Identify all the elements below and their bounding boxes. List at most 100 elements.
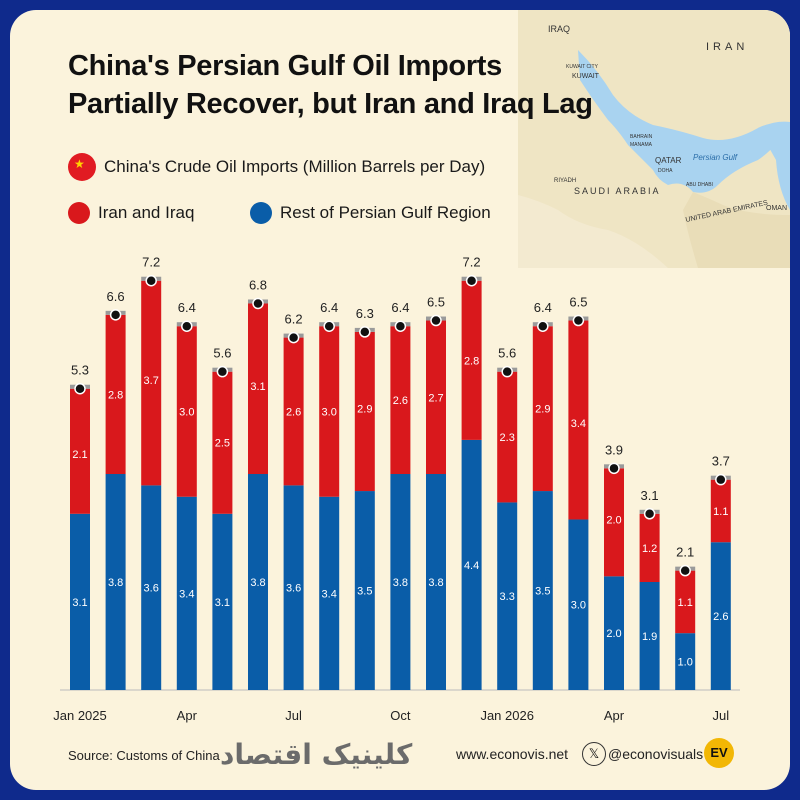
bar-total-marker-1 [109, 309, 122, 321]
bar-total-label-18: 3.7 [712, 454, 730, 469]
map-label-saudi-arabia: SAUDI ARABIA [574, 186, 661, 196]
bar-rest-gulf-label-1: 3.8 [108, 577, 123, 589]
bar-rest-gulf-label-5: 3.8 [250, 577, 265, 589]
bar-rest-gulf-label-4: 3.1 [215, 597, 230, 609]
bar-rest-gulf-8 [354, 491, 375, 690]
bar-iran-iraq-1 [105, 314, 126, 474]
map-label-qatar: QATAR [655, 156, 682, 165]
x-tick-label-12: Jan 2026 [480, 708, 534, 723]
bar-iran-iraq-label-4: 2.5 [215, 438, 230, 450]
bar-total-label-6: 6.2 [285, 312, 303, 327]
china-flag-icon: ★ [68, 153, 96, 181]
x-tick-label-6: Jul [285, 708, 302, 723]
map-label-bahrain: BAHRAIN [630, 134, 653, 140]
bar-iran-iraq-12 [497, 371, 518, 503]
social-handle[interactable]: @econovisuals [608, 746, 704, 762]
bar-iran-iraq-17 [675, 570, 696, 634]
bar-total-marker-4 [216, 365, 229, 378]
bar-iran-iraq-label-0: 2.1 [72, 449, 87, 461]
map-label-persian-gulf: Persian Gulf [693, 153, 738, 162]
bar-total-marker-15 [608, 462, 620, 475]
x-tick-label-15: Apr [604, 708, 625, 723]
persian-gulf-map: IRAQ IRAN KUWAIT KUWAIT CITY BAHRAIN MAN… [518, 10, 790, 268]
bar-iran-iraq-14 [568, 320, 589, 520]
bar-rest-gulf-label-7: 3.4 [322, 588, 337, 600]
bar-total-label-5: 6.8 [249, 277, 267, 292]
bar-iran-iraq-label-18: 1.1 [713, 506, 728, 518]
bar-iran-iraq-5 [248, 303, 268, 474]
ev-logo: EV [704, 738, 734, 768]
x-tick-label-0: Jan 2025 [53, 708, 107, 723]
bar-iran-iraq-16 [639, 513, 660, 582]
bar-total-label-10: 6.5 [427, 295, 445, 310]
bar-rest-gulf-label-12: 3.3 [500, 591, 515, 603]
stacked-bar-chart: 5.3 3.1 2.1 Jan 2025 6.6 3.8 2.8 7.2 3.6 3.7 6.4 3.… [53, 255, 740, 723]
bar-total-marker-2 [145, 274, 157, 287]
bar-rest-gulf-1 [105, 474, 126, 690]
bar-rest-gulf-label-15: 2.0 [606, 628, 621, 640]
bar-rest-gulf-label-18: 2.6 [713, 611, 728, 623]
bar-iran-iraq-label-3: 3.0 [179, 406, 194, 418]
subtitle-text: China's Crude Oil Imports (Million Barre… [104, 157, 486, 176]
bar-rest-gulf-3 [176, 496, 197, 690]
map-label-abu-dhabi: ABU DHABI [686, 182, 713, 188]
bar-total-label-3: 6.4 [178, 300, 196, 315]
bar-iran-iraq-8 [354, 331, 375, 492]
bar-total-marker-12 [501, 365, 513, 378]
bar-total-marker-18 [715, 473, 727, 486]
bar-rest-gulf-14 [568, 519, 589, 690]
bar-rest-gulf-17 [675, 633, 696, 690]
bar-iran-iraq-label-15: 2.0 [606, 514, 621, 526]
bar-iran-iraq-label-16: 1.2 [642, 543, 657, 555]
bar-iran-iraq-label-13: 2.9 [535, 404, 550, 416]
bar-rest-gulf-5 [248, 474, 268, 690]
bar-iran-iraq-label-5: 3.1 [250, 381, 265, 393]
bar-iran-iraq-label-11: 2.8 [464, 355, 479, 367]
legend-label-iran-iraq: Iran and Iraq [98, 203, 195, 222]
bar-total-label-15: 3.9 [605, 442, 623, 457]
bar-rest-gulf-6 [283, 485, 304, 690]
bar-iran-iraq-label-2: 3.7 [144, 375, 159, 387]
bar-total-marker-14 [572, 314, 585, 327]
bar-iran-iraq-3 [176, 326, 197, 497]
bar-total-label-14: 6.5 [569, 295, 587, 310]
bar-rest-gulf-12 [497, 502, 518, 690]
bar-iran-iraq-label-10: 2.7 [428, 392, 443, 404]
watermark-text: کلینیک اقتصاد [220, 738, 413, 771]
bar-total-marker-16 [643, 508, 656, 520]
bar-total-label-0: 5.3 [71, 363, 89, 378]
bar-rest-gulf-16 [639, 582, 660, 690]
bar-rest-gulf-label-11: 4.4 [464, 560, 479, 572]
legend-item-iran-iraq: Iran and Iraq [68, 202, 194, 224]
bar-total-label-1: 6.6 [107, 289, 125, 304]
bar-total-marker-3 [181, 320, 193, 332]
bar-rest-gulf-label-3: 3.4 [179, 588, 194, 600]
bar-rest-gulf-label-13: 3.5 [535, 586, 550, 598]
bar-total-marker-5 [252, 297, 264, 310]
bar-iran-iraq-label-14: 3.4 [571, 418, 586, 430]
bar-iran-iraq-7 [319, 326, 340, 497]
bar-iran-iraq-13 [532, 326, 553, 492]
bar-iran-iraq-label-6: 2.6 [286, 406, 301, 418]
bar-rest-gulf-18 [710, 542, 731, 690]
bar-rest-gulf-label-10: 3.8 [428, 577, 443, 589]
bar-rest-gulf-label-0: 3.1 [72, 597, 87, 609]
bar-rest-gulf-10 [426, 474, 446, 690]
website-link[interactable]: www.econovis.net [456, 746, 569, 762]
bar-rest-gulf-4 [212, 513, 233, 690]
bar-iran-iraq-10 [426, 320, 446, 474]
x-tick-label-3: Apr [177, 708, 198, 723]
bar-iran-iraq-2 [141, 280, 162, 486]
bar-iran-iraq-0 [70, 388, 90, 514]
map-label-kuwait: KUWAIT [572, 73, 600, 80]
bar-iran-iraq-label-17: 1.1 [678, 597, 693, 609]
x-logo-icon: 𝕏 [582, 742, 606, 766]
legend-label-rest-gulf: Rest of Persian Gulf Region [280, 203, 491, 222]
chart-card: IRAQ IRAN KUWAIT KUWAIT CITY BAHRAIN MAN… [10, 10, 790, 790]
bar-total-marker-7 [323, 320, 335, 332]
bar-total-marker-6 [287, 331, 300, 344]
bar-rest-gulf-2 [141, 485, 162, 690]
map-label-iraq: IRAQ [548, 24, 570, 34]
bar-iran-iraq-label-1: 2.8 [108, 389, 123, 401]
bar-total-label-2: 7.2 [142, 255, 160, 270]
